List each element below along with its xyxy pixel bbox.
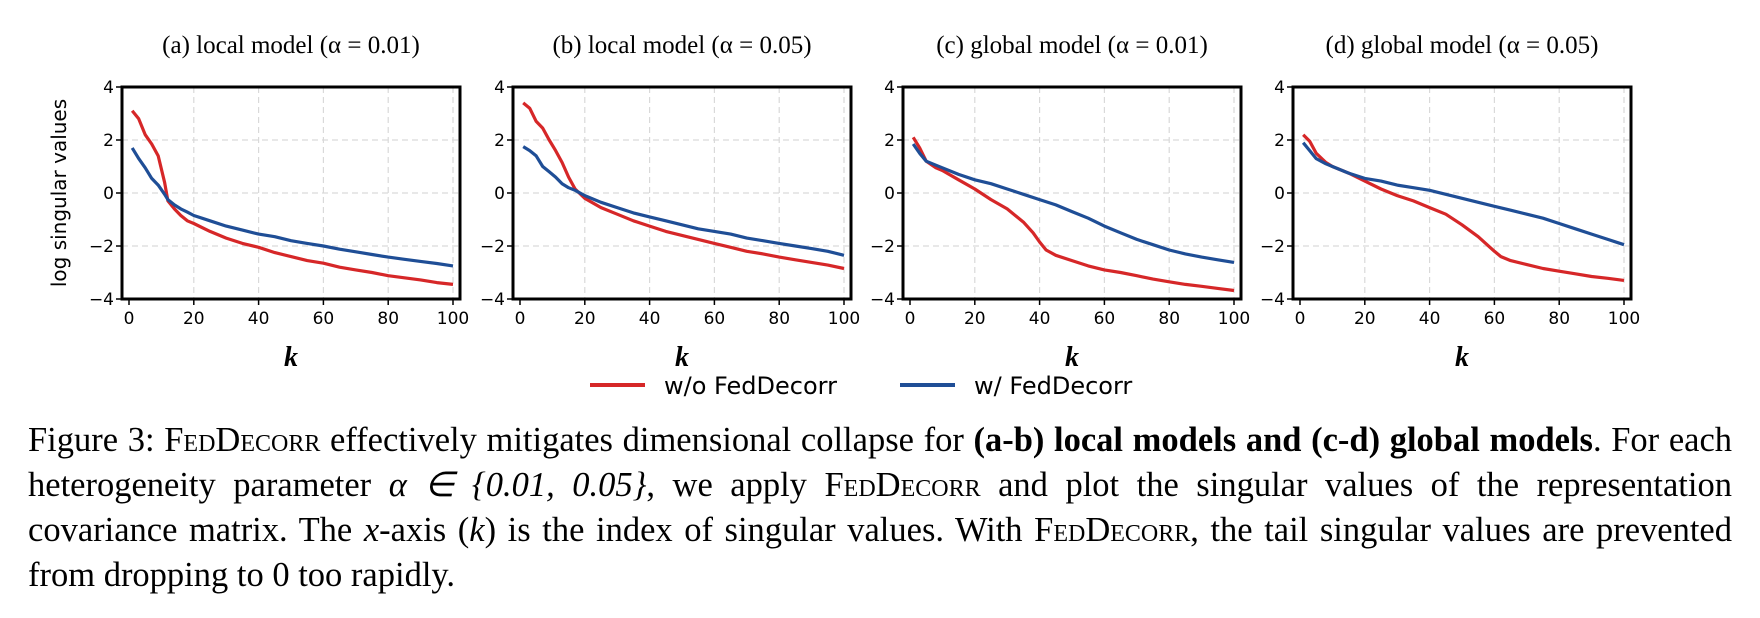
chart-title: (b) local model (α = 0.05) [552,32,811,59]
caption-k-var: k [469,511,485,549]
x-tick-label: 40 [1419,309,1441,329]
y-tick-label: −4 [1260,290,1285,310]
caption-text-3a: -axis ( [379,511,470,549]
y-tick-label: −2 [480,237,505,257]
x-tick-label: 80 [1158,309,1180,329]
x-tick-label: 60 [313,309,335,329]
caption-text-4a: , the tail singular values are prevented… [28,511,1732,594]
caption-text-2b: , we apply [646,466,825,504]
x-tick-label: 40 [1029,309,1051,329]
series-line-with-feddecorr [1301,141,1625,247]
x-tick-label: 100 [437,309,469,329]
series-line-without-feddecorr [130,109,454,286]
x-tick-label: 60 [1484,309,1506,329]
x-tick-label: 0 [1295,309,1306,329]
chart-title: (d) global model (α = 0.05) [1326,32,1599,59]
x-tick-label: 0 [515,309,526,329]
y-tick-label: 4 [494,78,505,98]
x-tick-label: 0 [905,309,916,329]
caption-method-name-3: FedDecorr [1034,511,1191,549]
x-tick-label: 100 [1608,309,1640,329]
legend-label-w: w/ FedDecorr [974,372,1132,400]
caption-bold-phrase: (a-b) local models and (c-d) global mode… [973,421,1593,459]
caption-method-name-2: FedDecorr [824,466,981,504]
caption-text-1a: effectively mitigates dimensional collap… [320,421,974,459]
x-tick-label: 80 [1548,309,1570,329]
chart-panel-3: (d) global model (α = 0.05)0 20 40 60 80 1004… [1260,32,1640,373]
x-tick-label: 60 [1094,309,1116,329]
y-tick-label: −2 [1260,237,1285,257]
y-tick-label: 4 [1274,78,1285,98]
legend: w/o FedDecorr w/ FedDecorr [590,372,1132,400]
y-tick-label: 0 [494,184,505,204]
figure-caption: Figure 3: FedDecorr effectively mitigate… [28,418,1732,598]
x-tick-label: 20 [964,309,986,329]
y-tick-label: 2 [1274,131,1285,151]
caption-x-var: x [363,511,380,549]
chart-panel-2: (c) global model (α = 0.01)0 20 40 60 80 1004… [870,32,1250,373]
y-axis-label: log singular values [47,99,71,287]
caption-figure-label: Figure 3: [28,421,155,459]
x-tick-label: 100 [828,309,860,329]
y-tick-label: −2 [870,237,895,257]
series-line-with-feddecorr [130,147,454,268]
y-tick-label: −2 [89,237,114,257]
series-line-without-feddecorr [1302,133,1625,282]
y-tick-label: 2 [884,131,895,151]
caption-text-3b: ) is the index of singular values. With [484,511,1035,549]
x-axis-label: k [1065,342,1079,373]
x-axis-label: k [284,342,298,373]
x-tick-label: 20 [1354,309,1376,329]
x-tick-label: 80 [768,309,790,329]
x-tick-label: 40 [639,309,661,329]
y-tick-label: 4 [884,78,895,98]
y-tick-label: 2 [494,131,505,151]
caption-text-2a: . For each heterogeneity parameter [28,421,1733,504]
x-tick-label: 0 [124,309,135,329]
y-tick-label: −4 [89,290,114,310]
figure-charts: (a) local model (α = 0.01)0 20 40 60 80 10042… [47,32,1640,400]
y-tick-label: 2 [103,131,114,151]
x-tick-label: 40 [248,309,270,329]
y-tick-label: −4 [480,290,505,310]
caption-alpha-expr: α ∈ {0.01, 0.05} [388,466,647,504]
chart-panel-0: (a) local model (α = 0.01)0 20 40 60 80 10042… [47,32,469,373]
y-tick-label: 0 [1274,184,1285,204]
chart-title: (c) global model (α = 0.01) [936,32,1208,59]
series-line-with-feddecorr [522,145,845,257]
y-tick-label: 0 [884,184,895,204]
y-tick-label: 0 [103,184,114,204]
x-tick-label: 20 [183,309,205,329]
y-tick-label: −4 [870,290,895,310]
x-tick-label: 20 [574,309,596,329]
y-tick-label: 4 [103,78,114,98]
x-tick-label: 60 [704,309,726,329]
x-axis-label: k [1455,342,1469,373]
x-tick-label: 80 [377,309,399,329]
x-tick-label: 100 [1218,309,1250,329]
series-line-with-feddecorr [911,143,1235,264]
caption-text-2c: and plot the singular values of the repr… [28,466,1732,549]
caption-method-name: FedDecorr [164,421,321,459]
series-line-without-feddecorr [522,101,845,271]
chart-title: (a) local model (α = 0.01) [162,32,420,59]
chart-panel-1: (b) local model (α = 0.05)0 20 40 60 80 10042… [480,32,860,373]
x-axis-label: k [675,342,689,373]
series-line-without-feddecorr [911,136,1235,293]
legend-label-wo: w/o FedDecorr [664,372,837,400]
